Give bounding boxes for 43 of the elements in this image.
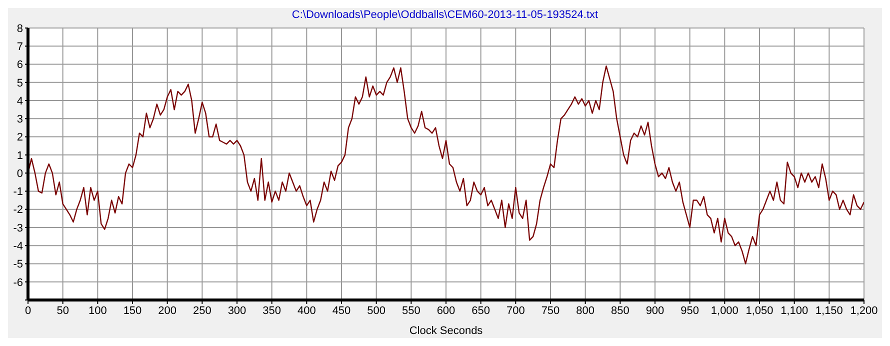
x-tick-label: 1,000 [710, 304, 738, 317]
x-tick-label: 950 [680, 304, 700, 317]
x-tick-label: 550 [402, 304, 420, 317]
x-tick-label: 200 [158, 304, 177, 317]
y-tick-label: 4 [16, 95, 23, 108]
x-tick-label: 250 [192, 304, 212, 317]
x-tick-label: 750 [541, 304, 560, 317]
x-tick-label: 0 [24, 304, 32, 317]
y-tick-label: 6 [16, 59, 23, 72]
x-tick-label: 350 [262, 304, 282, 317]
chart-title: C:\Downloads\People\Oddballs\CEM60-2013-11-05-193524.txt [290, 8, 600, 22]
x-tick-label: 150 [123, 304, 142, 317]
x-tick-label: 850 [610, 304, 630, 317]
y-tick-label: 1 [16, 150, 23, 162]
x-tick-label: 300 [228, 304, 246, 317]
x-tick-label: 1,100 [780, 304, 808, 317]
x-tick-label: 1,200 [850, 304, 878, 317]
y-tick-label: -6 [13, 276, 23, 289]
x-tick-label: 1,050 [746, 304, 774, 317]
x-tick-label: 50 [56, 304, 69, 317]
x-tick-label: 500 [367, 304, 386, 317]
y-tick-label: 3 [16, 114, 23, 126]
y-tick-label: 8 [16, 22, 23, 35]
x-tick-label: 650 [472, 304, 490, 317]
x-tick-label: 1,150 [815, 304, 843, 317]
x-tick-label: 700 [506, 304, 525, 317]
x-tick-label: 400 [297, 304, 316, 317]
x-tick-label: 600 [436, 304, 456, 317]
y-tick-label: 2 [16, 132, 23, 144]
y-tick-label: 5 [16, 77, 23, 90]
x-axis-title: Clock Seconds [409, 325, 484, 337]
x-tick-label: 800 [576, 304, 595, 317]
y-tick-label: -5 [13, 258, 23, 271]
y-tick-label: -2 [13, 204, 23, 216]
y-tick-label: -3 [13, 222, 23, 234]
x-tick-label: 450 [332, 304, 351, 317]
y-tick-label: 0 [16, 168, 23, 180]
x-tick-label: 900 [646, 304, 664, 317]
line-series [28, 65, 864, 264]
y-tick-label: 7 [16, 41, 23, 54]
x-tick-label: 100 [88, 304, 107, 317]
y-tick-label: -4 [13, 240, 23, 253]
y-tick-label: -1 [13, 186, 23, 198]
